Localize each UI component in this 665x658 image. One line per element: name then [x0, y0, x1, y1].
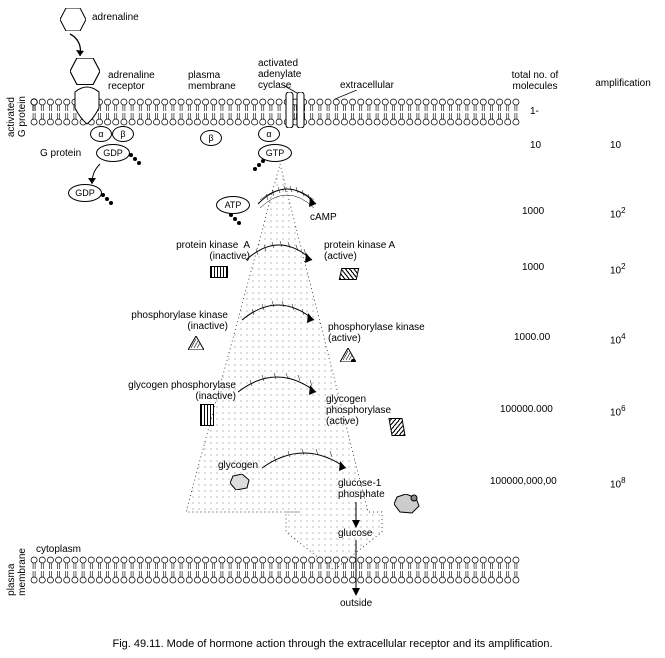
- gp-inactive-shape: [200, 404, 214, 426]
- phk-inactive-shape: [188, 336, 204, 350]
- arrow-atp-camp: [252, 180, 322, 216]
- plasma-membrane-bottom: [30, 556, 520, 584]
- gdp-tail-1: [128, 152, 144, 168]
- gdp-release-arrow: [86, 162, 104, 186]
- cytoplasm-label: cytoplasm: [36, 544, 81, 555]
- gp-inactive-label: glycogen phosphorylase (inactive): [96, 380, 236, 402]
- arrow-adrenaline-down: [66, 32, 90, 58]
- molecules-5: 100000.000: [500, 404, 553, 415]
- glycogen-label: glycogen: [218, 460, 258, 471]
- amplification-header: amplification: [588, 78, 658, 89]
- gdp-free: GDP: [68, 184, 102, 202]
- adrenaline-hexagon-bound: [70, 58, 100, 84]
- arrow-gp: [232, 368, 322, 402]
- arrow-g1p-glucose: [350, 502, 362, 528]
- molecules-3: 1000: [522, 262, 544, 273]
- alpha-subunit-left: α: [90, 126, 112, 142]
- gdp-bound: GDP: [96, 144, 130, 162]
- plasma-membrane-label: plasma membrane: [188, 70, 236, 92]
- figure-caption: Fig. 49.11. Mode of hormone action throu…: [0, 638, 665, 650]
- activated-g-protein-side: activated G protein: [6, 96, 28, 137]
- gp-active-shape: [388, 418, 405, 436]
- pka-inactive-shape: [210, 266, 228, 278]
- glucose-label: glucose: [338, 528, 372, 539]
- gp-active-label: glycogen phosphorylase (active): [326, 394, 391, 427]
- molecules-header: total no. of molecules: [495, 70, 575, 92]
- amp-1: 10: [610, 140, 621, 151]
- phk-active-shape: [340, 348, 356, 362]
- gdp-tail-2: [100, 192, 116, 208]
- pka-inactive-label: protein kinase A (inactive): [150, 240, 250, 262]
- pka-active-shape: [339, 268, 360, 280]
- adrenaline-receptor-label: adrenaline receptor: [108, 70, 155, 92]
- amp-2: 102: [610, 206, 626, 220]
- g1p-shape: [394, 494, 420, 514]
- plasma-membrane-bottom-side: plasma membrane: [6, 548, 28, 596]
- pointer-extracellular: [335, 90, 357, 100]
- phk-inactive-label: phosphorylase kinase (inactive): [98, 310, 228, 332]
- molecules-6: 100000,000,00: [490, 476, 557, 487]
- amp-5: 106: [610, 404, 626, 418]
- outside-label: outside: [340, 598, 372, 609]
- glycogen-shape: [230, 474, 250, 490]
- adrenaline-hexagon-top: [60, 8, 86, 31]
- g1p-label: glucose-1 phosphate: [338, 478, 385, 500]
- molecules-1: 10: [530, 140, 541, 151]
- arrow-glycogen: [256, 444, 352, 478]
- pointer-cyclase: [283, 85, 301, 95]
- molecules-0: 1-: [530, 106, 539, 117]
- gtp-tail: [252, 158, 268, 174]
- pka-active-label: protein kinase A (active): [324, 240, 395, 262]
- amp-4: 104: [610, 332, 626, 346]
- receptor-shape: [72, 86, 102, 130]
- arrow-pka: [240, 236, 318, 270]
- camp-label: cAMP: [310, 212, 337, 223]
- beta-subunit-mid: β: [200, 130, 222, 146]
- molecules-2: 1000: [522, 206, 544, 217]
- adenylate-cyclase-shape: [284, 92, 306, 128]
- amp-6: 108: [610, 476, 626, 490]
- adrenaline-label: adrenaline: [92, 12, 139, 23]
- g-protein-label: G protein: [40, 148, 81, 159]
- alpha-subunit-right: α: [258, 126, 280, 142]
- molecules-4: 1000.00: [514, 332, 550, 343]
- plasma-membrane-top: [30, 98, 520, 126]
- beta-subunit-left: β: [112, 126, 134, 142]
- atp-tail: [228, 212, 244, 228]
- arrow-glucose-outside: [350, 540, 362, 596]
- phk-active-label: phosphorylase kinase (active): [328, 322, 425, 344]
- arrow-phk: [236, 296, 320, 330]
- amp-3: 102: [610, 262, 626, 276]
